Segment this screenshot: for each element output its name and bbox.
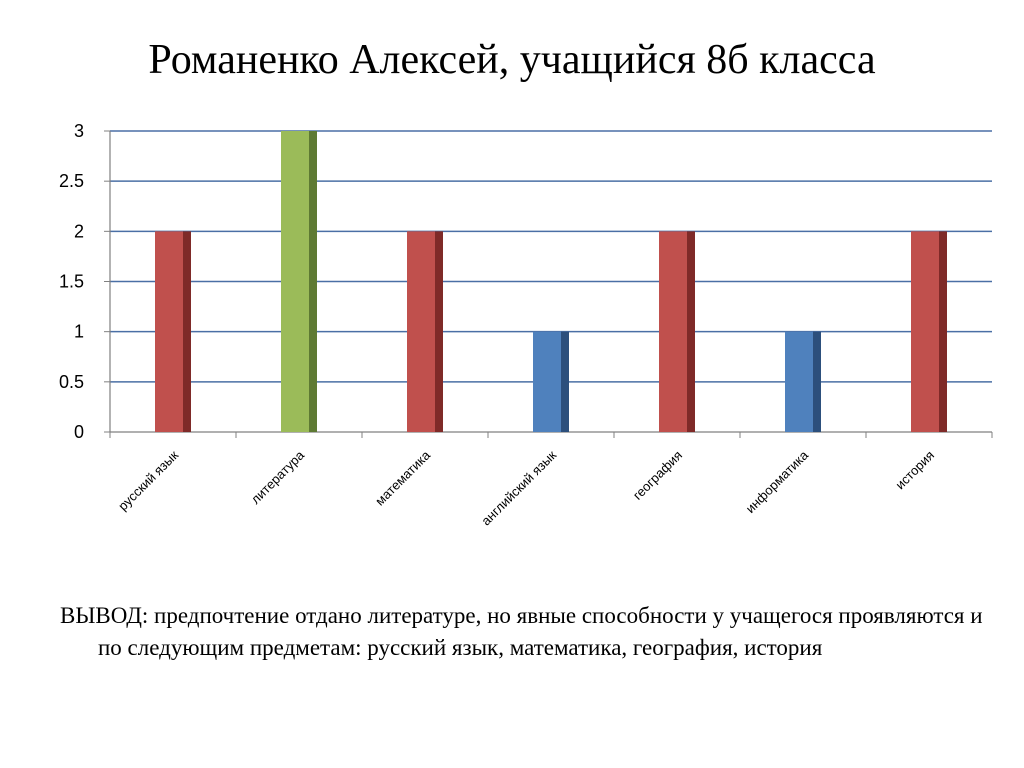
chart-bars: [155, 131, 947, 432]
bar-side: [309, 131, 317, 432]
y-tick-label: 0: [74, 422, 84, 442]
slide-title: Романенко Алексей, учащийся 8б класса: [148, 37, 876, 83]
x-category-label: география: [630, 448, 685, 503]
bar: [281, 131, 309, 432]
x-category-label: английский язык: [478, 447, 559, 528]
x-axis-labels: русский язык литература математика английск…: [115, 447, 937, 528]
x-category-label: русский язык: [115, 447, 181, 513]
x-category-label: математика: [372, 447, 434, 509]
y-tick-label: 1.5: [59, 272, 84, 292]
bar-side: [561, 331, 569, 432]
bar-side: [183, 231, 191, 432]
bar: [785, 331, 813, 432]
bar-chart: 0 0.5 1 1.5 2 2.5 3 русский язык литература мате…: [59, 121, 993, 528]
x-category-label: литература: [248, 447, 308, 507]
bar-side: [687, 231, 695, 432]
y-tick-label: 2: [74, 221, 84, 241]
y-tick-label: 0.5: [59, 372, 84, 392]
bar: [407, 231, 435, 432]
bar: [659, 231, 687, 432]
y-tick-label: 2.5: [59, 171, 84, 191]
y-tick-label: 3: [74, 121, 84, 141]
x-category-label: информатика: [743, 447, 812, 516]
bar-side: [939, 231, 947, 432]
bar: [911, 231, 939, 432]
conclusion-text: ВЫВОД: предпочтение отдано литературе, н…: [60, 603, 983, 660]
x-category-label: история: [892, 448, 937, 493]
y-tick-label: 1: [74, 322, 84, 342]
bar-side: [813, 331, 821, 432]
bar: [533, 331, 561, 432]
bar-side: [435, 231, 443, 432]
bar: [155, 231, 183, 432]
y-axis-ticks: 0 0.5 1 1.5 2 2.5 3: [59, 121, 110, 442]
